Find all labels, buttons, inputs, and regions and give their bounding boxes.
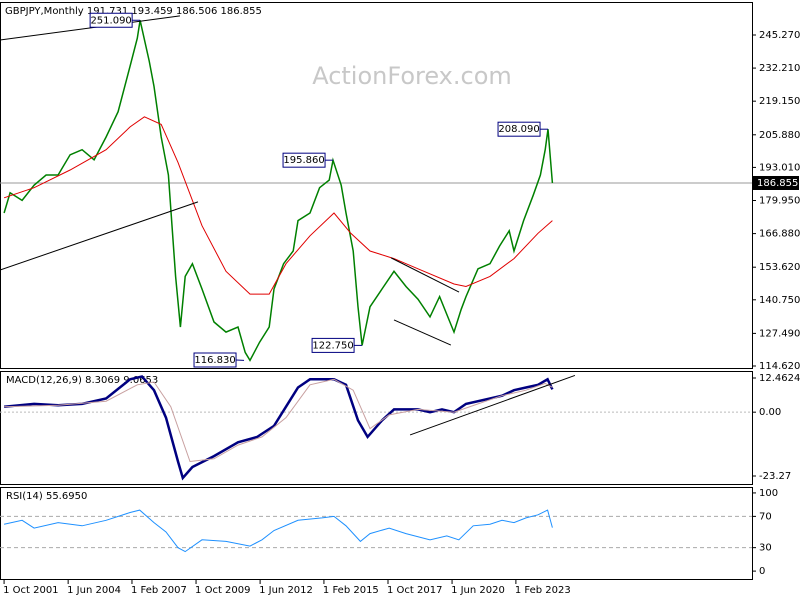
chart-title: GBPJPY,Monthly 191.731 193.459 186.506 1… — [5, 6, 262, 17]
annotation-box — [89, 12, 133, 28]
series-line — [3, 116, 553, 295]
trendline — [409, 374, 576, 436]
annotation-box — [497, 121, 541, 137]
annotation-box — [193, 352, 237, 368]
y-tick-label: -23.27 — [759, 471, 791, 482]
y-tick-label: 179.950 — [759, 195, 800, 206]
trendline — [393, 319, 452, 346]
x-tick-label: 1 Feb 2023 — [515, 585, 571, 596]
y-tick-label: 0.00 — [759, 407, 781, 418]
x-tick-label: 1 Oct 2009 — [195, 585, 250, 596]
annotation-box — [282, 152, 326, 168]
trendline — [0, 201, 199, 271]
y-tick-label: 193.010 — [759, 162, 800, 173]
x-tick-label: 1 Feb 2007 — [131, 585, 187, 596]
x-tick-label: 1 Jun 2004 — [67, 585, 121, 596]
y-tick-label: 166.880 — [759, 229, 800, 240]
macd-title: MACD(12,26,9) 8.3069 9.0653 — [6, 375, 158, 386]
panel-frame — [0, 371, 753, 485]
y-tick-label: 140.750 — [759, 295, 800, 306]
annotation-label: 122.750 — [312, 340, 353, 351]
annotation-label: 116.830 — [194, 355, 235, 366]
y-tick-label: 100 — [759, 488, 778, 499]
y-tick-label: 30 — [759, 543, 772, 554]
y-tick-label: 153.620 — [759, 262, 800, 273]
trendline — [0, 15, 181, 41]
last-price-label: 186.855 — [757, 178, 798, 189]
x-tick-label: 1 Feb 2015 — [323, 585, 379, 596]
series-line — [4, 378, 553, 463]
y-tick-label: 245.270 — [759, 30, 800, 41]
trendline — [390, 257, 460, 293]
watermark: ActionForex.com — [312, 62, 512, 90]
panel-frame — [0, 487, 753, 580]
y-tick-label: 12.4624 — [759, 373, 800, 384]
last-price-box — [753, 175, 799, 190]
y-tick-label: 232.210 — [759, 63, 800, 74]
y-tick-label: 127.490 — [759, 328, 800, 339]
x-tick-label: 1 Oct 2017 — [387, 585, 442, 596]
series-line — [3, 375, 554, 481]
x-tick-label: 1 Oct 2001 — [3, 585, 58, 596]
x-tick-label: 1 Jun 2020 — [451, 585, 505, 596]
y-tick-label: 205.880 — [759, 130, 800, 141]
y-tick-label: 70 — [759, 511, 772, 522]
y-tick-label: 114.620 — [759, 361, 800, 372]
x-tick-label: 1 Jun 2012 — [259, 585, 313, 596]
annotation-label: 195.860 — [283, 155, 324, 166]
y-tick-label: 219.150 — [759, 96, 800, 107]
y-tick-label: 0 — [759, 566, 765, 577]
series-line — [3, 509, 553, 553]
annotation-label: 208.090 — [498, 124, 539, 135]
panel-frame — [0, 2, 753, 369]
annotation-box — [311, 337, 355, 353]
rsi-title: RSI(14) 55.6950 — [6, 491, 87, 502]
annotation-label: 251.090 — [90, 15, 131, 26]
series-line — [3, 20, 554, 362]
